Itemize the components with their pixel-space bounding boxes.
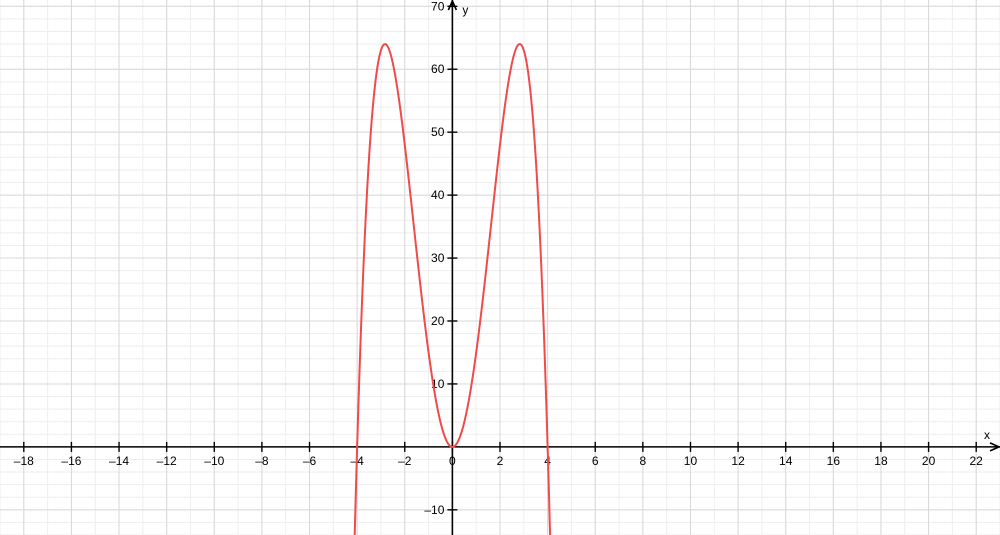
x-tick-label: 0 (449, 454, 456, 468)
x-tick-label: –18 (14, 454, 34, 468)
y-axis-label: y (462, 3, 468, 17)
y-tick-label: 20 (431, 314, 445, 328)
x-tick-label: –8 (255, 454, 269, 468)
y-tick-label: 30 (431, 251, 445, 265)
x-tick-label: 10 (684, 454, 698, 468)
y-tick-label: 70 (431, 0, 445, 13)
function-plot: –18–16–14–12–10–8–6–4–202468101214161820… (0, 0, 1000, 535)
x-tick-label: 12 (731, 454, 745, 468)
x-tick-label: –12 (157, 454, 177, 468)
y-tick-label: –10 (424, 503, 444, 517)
x-tick-label: –6 (303, 454, 317, 468)
x-tick-label: 6 (592, 454, 599, 468)
x-tick-label: 22 (970, 454, 984, 468)
x-tick-label: –2 (398, 454, 412, 468)
x-tick-label: –16 (61, 454, 81, 468)
x-tick-label: –10 (204, 454, 224, 468)
x-tick-label: 14 (779, 454, 793, 468)
x-tick-label: 18 (874, 454, 888, 468)
x-tick-label: 2 (497, 454, 504, 468)
y-tick-label: 60 (431, 62, 445, 76)
x-axis-label: x (984, 428, 990, 442)
y-tick-label: 40 (431, 188, 445, 202)
x-tick-label: –14 (109, 454, 129, 468)
x-tick-label: 16 (827, 454, 841, 468)
x-tick-label: 20 (922, 454, 936, 468)
x-tick-label: 8 (640, 454, 647, 468)
y-tick-label: 50 (431, 125, 445, 139)
